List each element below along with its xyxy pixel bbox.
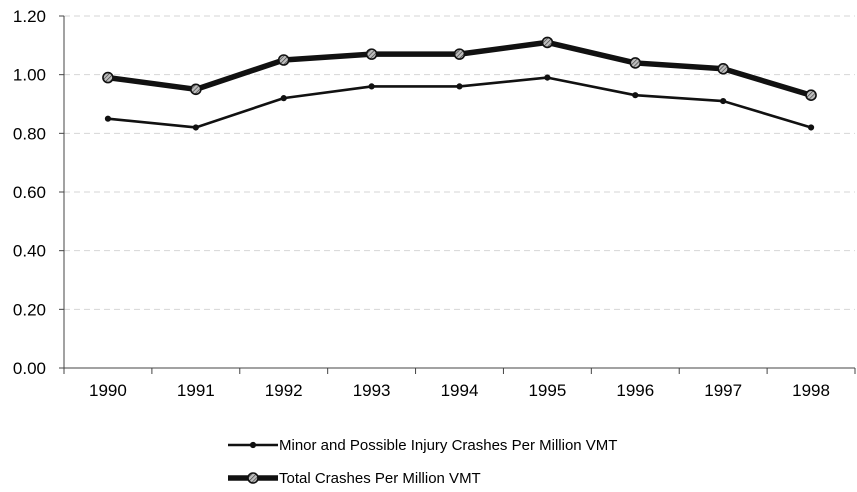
series-2-point-1997 [717,63,729,75]
series-layer [102,36,817,131]
series-1-point-1992 [280,95,287,102]
series-1-point-1990 [104,115,112,122]
series-1-point-1993 [368,83,375,90]
series-1-point-1995 [544,74,551,81]
series-1-point-1991 [192,124,199,131]
x-tick-label-1995: 1995 [528,381,566,400]
y-tick-label: 0.40 [13,242,46,261]
series-2-point-1990 [102,71,114,84]
series-1-point-1996 [632,92,639,99]
grid-lines [64,15,855,310]
series-1-point-1998 [807,124,815,131]
x-tick-label-1998: 1998 [792,381,830,400]
y-tick-label: 0.20 [13,300,46,319]
series-2-point-1998 [805,89,817,101]
series-2-point-1995 [541,36,554,49]
legend-label-2: Total Crashes Per Million VMT [279,470,481,487]
y-tick-label: 0.80 [13,124,46,143]
x-tick-label-1997: 1997 [704,381,742,400]
y-tick-label: 1.20 [13,7,46,26]
legend-label-1: Minor and Possible Injury Crashes Per Mi… [279,437,617,454]
series-2-point-1991 [190,83,202,96]
y-tick-label: 1.00 [13,66,46,85]
series-2-point-1993 [365,48,378,60]
legend-swatch-marker-2 [247,472,259,484]
x-tick-label-1991: 1991 [177,381,215,400]
x-tick-label-1992: 1992 [265,381,303,400]
axes: 0.00 0.20 0.40 0.60 0.80 1.00 1.20 1990 1991 1992… [13,7,856,400]
series-2-point-1996 [629,57,642,69]
y-tick-label: 0.00 [13,359,46,378]
series-1-point-1997 [720,97,727,105]
series-1-point-1994 [456,83,463,90]
series-2-point-1994 [453,48,466,60]
x-tick-label-1993: 1993 [353,381,391,400]
x-tick-label-1996: 1996 [616,381,654,400]
x-tick-label-1990: 1990 [89,381,127,400]
y-tick-label: 0.60 [13,183,46,202]
legend: Minor and Possible Injury Crashes Per Mi… [228,437,617,487]
series-2-point-1992 [277,54,290,66]
x-tick-label-1994: 1994 [441,381,479,400]
legend-swatch-marker-1 [249,441,257,449]
